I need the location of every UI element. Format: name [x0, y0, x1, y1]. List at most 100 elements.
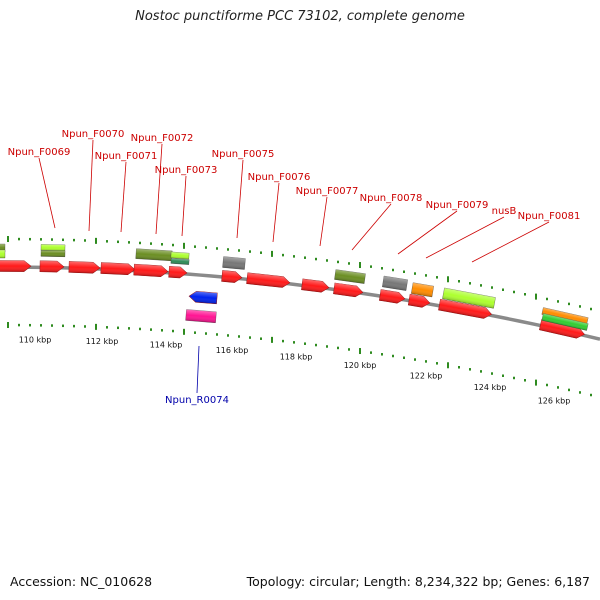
rna-annotation-box[interactable] [185, 309, 217, 323]
cds-arrow-forward[interactable] [379, 289, 406, 305]
tick-mark-reverse [249, 336, 251, 339]
tick-mark-reverse [436, 362, 438, 365]
cds-arrow-forward[interactable] [68, 261, 101, 274]
tick-mark-forward [513, 290, 515, 294]
leader-line [120, 161, 127, 233]
tick-mark-forward [447, 276, 449, 283]
tick-mark-reverse [304, 342, 306, 345]
gene-label[interactable]: Npun_F0069 [8, 147, 71, 158]
tick-mark-forward [73, 238, 75, 242]
cds-arrow-forward[interactable] [100, 262, 136, 276]
tick-mark-reverse [216, 333, 218, 336]
tick-mark-forward [161, 243, 163, 246]
tick-mark-forward [51, 238, 53, 241]
annotation-box[interactable] [442, 287, 496, 309]
tick-mark-forward [535, 293, 537, 300]
cds-arrow-forward[interactable] [0, 260, 32, 272]
topology-summary: Topology: circular; Length: 8,234,322 bp… [246, 574, 590, 589]
cds-arrow-forward[interactable] [407, 293, 431, 308]
tick-mark-reverse [238, 335, 240, 338]
tick-mark-forward [425, 274, 427, 277]
gene-label[interactable]: Npun_F0070 [62, 129, 125, 140]
gene-label[interactable]: Npun_F0076 [248, 172, 311, 183]
annotation-box[interactable] [170, 258, 190, 265]
tick-mark-reverse [403, 356, 405, 360]
tick-mark-forward [194, 245, 196, 248]
tick-mark-forward [271, 250, 273, 257]
annotation-box[interactable] [0, 249, 6, 259]
tick-mark-reverse [161, 329, 163, 332]
tick-mark-reverse [535, 379, 537, 386]
tick-mark-reverse [480, 370, 482, 373]
tick-mark-reverse [337, 346, 339, 350]
gene-label[interactable]: Npun_F0075 [212, 149, 275, 160]
tick-mark-forward [414, 272, 416, 275]
tick-mark-reverse [425, 360, 427, 363]
cds-arrow-forward[interactable] [39, 260, 65, 273]
tick-mark-reverse [194, 331, 196, 334]
tick-mark-reverse [579, 391, 581, 394]
gene-label[interactable]: nusB [492, 206, 517, 217]
gene-label[interactable]: Npun_F0071 [95, 151, 158, 162]
tick-mark-reverse [392, 354, 394, 358]
tick-mark-forward [337, 260, 339, 264]
tick-mark-forward [546, 297, 548, 301]
annotation-box[interactable] [40, 244, 66, 251]
tick-mark-forward [524, 293, 526, 296]
accession-text: Accession: NC_010628 [10, 574, 153, 589]
annotation-box[interactable] [382, 275, 408, 291]
tick-mark-forward [29, 237, 31, 241]
gene-label[interactable]: Npun_F0077 [296, 186, 359, 197]
gene-label[interactable]: Npun_F0072 [131, 133, 194, 144]
tick-mark-reverse [95, 323, 97, 330]
tick-mark-reverse [348, 348, 350, 351]
cds-arrow-forward[interactable] [168, 265, 188, 279]
cds-arrow-forward[interactable] [333, 282, 364, 298]
tick-mark-forward [205, 246, 207, 249]
scale-label: 124 kbp [474, 383, 507, 392]
cds-arrow-forward[interactable] [301, 278, 330, 293]
tick-mark-forward [370, 265, 372, 268]
gene-label[interactable]: Npun_F0073 [155, 165, 218, 176]
annotation-box[interactable] [170, 251, 190, 260]
tick-mark-forward [117, 240, 119, 244]
annotation-box[interactable] [541, 313, 589, 331]
tick-mark-reverse [370, 351, 372, 354]
cds-arrow-forward[interactable] [438, 298, 492, 320]
tick-mark-forward [480, 284, 482, 287]
tick-mark-forward [304, 256, 306, 259]
annotation-box[interactable] [40, 250, 66, 257]
gene-label[interactable]: Npun_F0081 [518, 211, 581, 222]
tick-mark-reverse [117, 326, 119, 330]
leader-line [351, 203, 392, 251]
annotation-box[interactable] [334, 269, 366, 284]
tick-mark-reverse [62, 324, 64, 328]
gene-label[interactable]: Npun_R0074 [165, 395, 229, 406]
tick-mark-forward [7, 236, 9, 243]
leader-line [236, 159, 244, 239]
annotation-box[interactable] [411, 282, 434, 298]
tick-mark-reverse [381, 353, 383, 356]
cds-arrow-forward[interactable] [133, 263, 169, 277]
rna-arrow-reverse[interactable] [188, 290, 218, 305]
gene-label[interactable]: Npun_F0079 [426, 200, 489, 211]
gene-label[interactable]: Npun_F0078 [360, 193, 423, 204]
tick-mark-forward [150, 242, 152, 245]
annotation-box[interactable] [222, 256, 246, 270]
leader-line [181, 175, 187, 237]
scale-label: 122 kbp [410, 371, 443, 380]
tick-mark-forward [238, 249, 240, 252]
tick-mark-reverse [84, 325, 86, 328]
cds-arrow-forward[interactable] [246, 272, 291, 289]
tick-mark-forward [590, 307, 592, 311]
leader-line [272, 182, 280, 243]
tick-mark-reverse [502, 374, 504, 377]
cds-arrow-forward[interactable] [221, 270, 243, 283]
annotation-box[interactable] [135, 248, 173, 262]
tick-mark-reverse [18, 323, 20, 327]
tick-mark-forward [84, 239, 86, 242]
leader-line [397, 210, 458, 255]
tick-mark-reverse [546, 383, 548, 387]
tick-mark-reverse [205, 332, 207, 335]
